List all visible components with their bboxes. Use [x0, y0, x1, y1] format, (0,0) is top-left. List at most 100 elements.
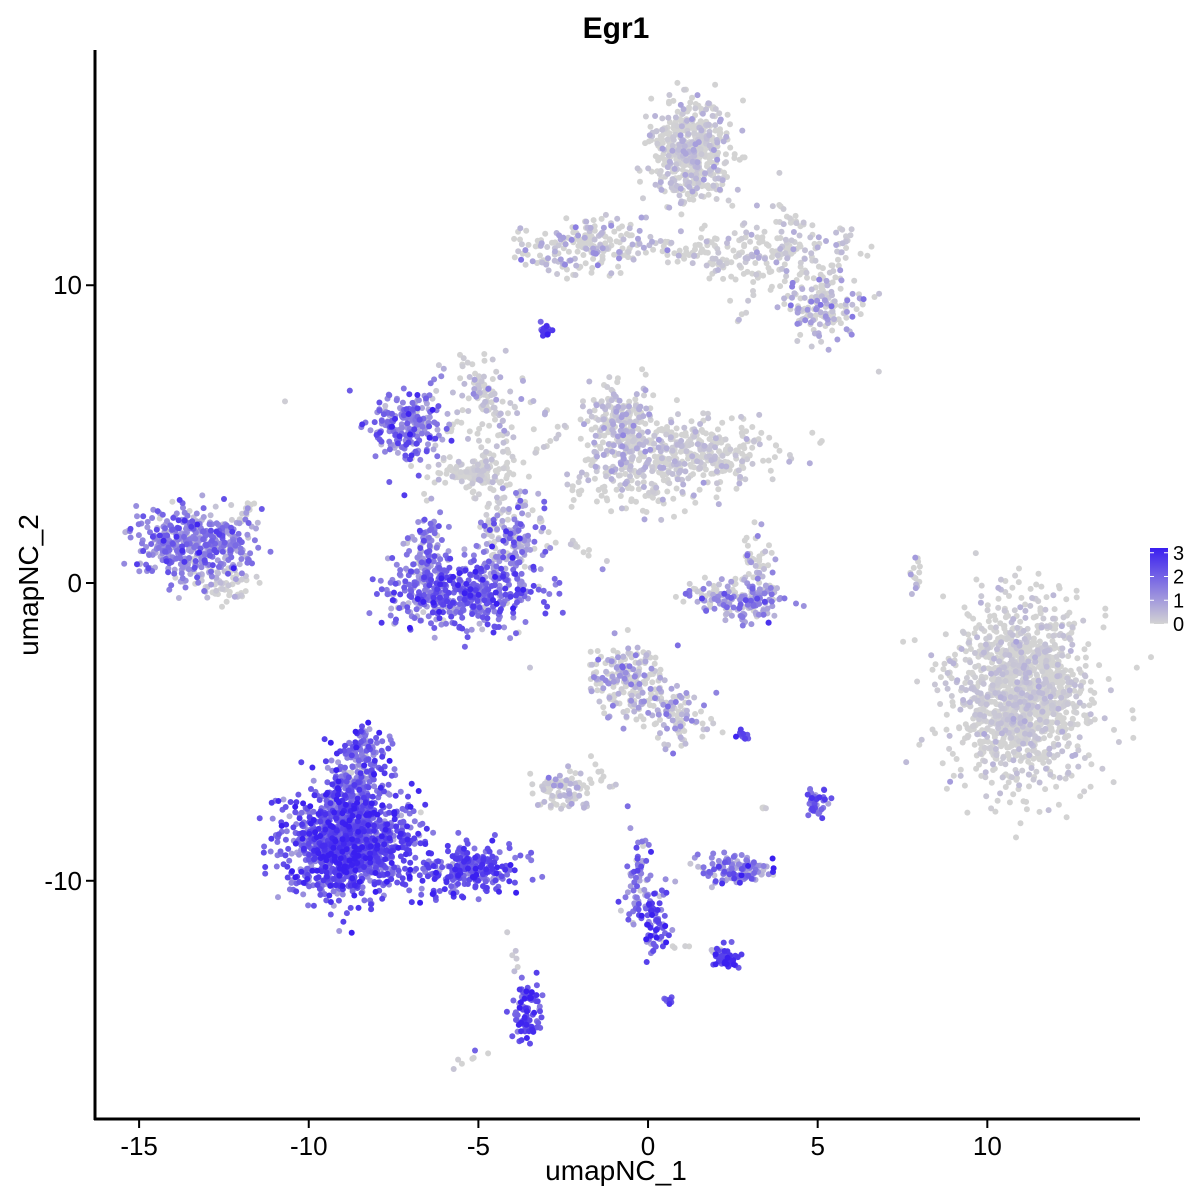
- cell-point: [694, 92, 701, 99]
- cell-point: [657, 427, 664, 434]
- cell-point: [689, 94, 695, 101]
- cell-point: [642, 464, 649, 471]
- cell-point: [768, 268, 775, 275]
- cell-point: [834, 336, 841, 343]
- cell-point: [967, 659, 974, 666]
- cell-point: [1024, 747, 1031, 754]
- cell-point: [483, 541, 490, 547]
- cell-point: [567, 541, 574, 548]
- cell-point: [1025, 702, 1032, 709]
- cell-point: [750, 279, 757, 285]
- cell-point: [408, 463, 415, 469]
- cell-point: [990, 761, 996, 768]
- cell-point: [677, 132, 684, 139]
- cell-point: [642, 658, 649, 665]
- cell-point: [610, 421, 617, 428]
- cell-point: [659, 248, 666, 255]
- cell-point: [455, 1056, 462, 1063]
- cell-point: [591, 439, 598, 446]
- cell-point: [704, 249, 711, 256]
- cell-point: [672, 593, 679, 600]
- cell-point: [907, 571, 914, 578]
- cell-point: [681, 508, 688, 515]
- cell-point: [763, 260, 770, 267]
- cell-point: [739, 127, 746, 134]
- cell-point: [660, 243, 667, 250]
- cell-point: [499, 417, 506, 424]
- cell-point: [1040, 615, 1047, 622]
- cell-point: [981, 731, 988, 737]
- cell-point: [1022, 674, 1029, 681]
- cell-point: [626, 225, 633, 232]
- cell-point: [727, 144, 734, 151]
- cell-point: [940, 593, 947, 600]
- cell-point: [636, 406, 643, 413]
- cell-point: [1005, 700, 1012, 707]
- cell-point: [776, 169, 783, 176]
- cell-point: [728, 259, 735, 266]
- cell-point: [600, 224, 607, 231]
- cell-point: [980, 680, 987, 687]
- cell-point: [654, 154, 661, 161]
- cell-point: [717, 116, 724, 123]
- cell-point: [839, 226, 846, 233]
- cell-point: [687, 860, 694, 867]
- cell-point: [592, 463, 599, 470]
- cell-point: [662, 746, 669, 753]
- cell-point: [766, 542, 772, 549]
- cell-point: [554, 423, 561, 430]
- cell-point: [382, 402, 389, 409]
- cell-point: [564, 481, 571, 488]
- cell-point: [593, 402, 600, 409]
- cell-point: [762, 805, 769, 812]
- cell-point: [659, 115, 666, 122]
- cell-point: [1076, 666, 1083, 673]
- cell-point: [1105, 676, 1112, 682]
- cell-point: [499, 517, 506, 524]
- cell-point: [984, 607, 991, 614]
- cell-point: [722, 617, 729, 624]
- cell-point: [1033, 671, 1040, 678]
- cell-point: [1065, 763, 1072, 770]
- cell-point: [1073, 693, 1080, 700]
- cell-point: [1043, 718, 1050, 725]
- cell-point: [742, 255, 749, 262]
- cell-point: [507, 635, 514, 642]
- cell-point: [769, 203, 776, 210]
- cell-point: [1042, 786, 1049, 793]
- cell-point: [692, 428, 699, 435]
- cell-point: [1081, 755, 1088, 761]
- cell-point: [643, 405, 650, 412]
- cell-point: [655, 436, 662, 443]
- cell-point: [1062, 734, 1069, 741]
- cell-point: [833, 229, 840, 236]
- cell-point: [1021, 636, 1028, 642]
- cell-point: [816, 333, 823, 339]
- cell-point: [200, 514, 207, 520]
- cell-point: [715, 249, 722, 256]
- cell-point: [1042, 725, 1049, 732]
- cell-point: [482, 398, 489, 405]
- cell-point: [664, 164, 671, 171]
- cell-point: [1041, 749, 1048, 756]
- cell-point: [950, 660, 957, 667]
- cell-point: [847, 232, 854, 239]
- cell-point: [1087, 678, 1094, 685]
- cell-point: [679, 489, 686, 495]
- cell-point: [823, 277, 830, 284]
- cell-point: [601, 425, 607, 431]
- cell-point: [1001, 623, 1007, 630]
- cell-point: [479, 626, 486, 633]
- cell-point: [792, 212, 799, 219]
- cell-point: [565, 248, 572, 255]
- cell-point: [948, 675, 955, 682]
- cell-point: [223, 598, 230, 605]
- cell-point: [625, 645, 632, 652]
- cell-point: [672, 878, 679, 885]
- cell-point: [974, 697, 981, 704]
- cell-point: [670, 495, 677, 502]
- cell-point: [796, 232, 803, 239]
- cell-point: [494, 526, 501, 533]
- cell-point: [629, 428, 636, 435]
- cell-point: [960, 630, 967, 636]
